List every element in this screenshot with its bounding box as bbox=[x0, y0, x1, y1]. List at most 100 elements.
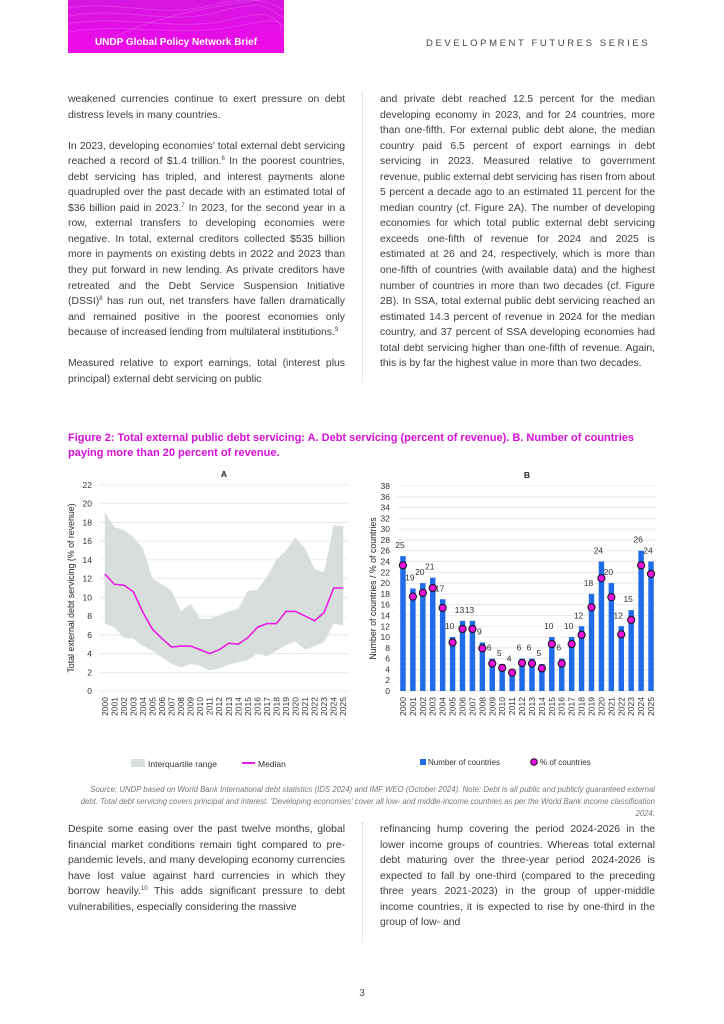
median-line bbox=[104, 573, 344, 655]
data-label: 17 bbox=[435, 583, 445, 593]
bar bbox=[509, 669, 515, 691]
bar bbox=[449, 637, 456, 691]
y-tick-label: 22 bbox=[83, 480, 93, 490]
data-label: 6 bbox=[527, 643, 532, 653]
x-tick-label: 2013 bbox=[224, 697, 234, 716]
percent-point bbox=[527, 659, 537, 668]
y-tick-label: 2 bbox=[87, 667, 92, 677]
x-tick-label: 2023 bbox=[319, 697, 329, 716]
percent-point bbox=[617, 630, 626, 639]
data-label: 9 bbox=[477, 626, 482, 636]
column-divider bbox=[362, 822, 363, 942]
bar bbox=[568, 637, 575, 691]
footnote-ref[interactable]: 9 bbox=[334, 327, 339, 334]
paragraph: Measured relative to export earnings, to… bbox=[68, 358, 345, 385]
x-tick-label: 2009 bbox=[487, 697, 497, 716]
bar bbox=[598, 561, 605, 691]
bar bbox=[519, 658, 525, 691]
legend-label-bars: Number of countries bbox=[428, 758, 500, 767]
x-tick-label: 2000 bbox=[398, 697, 408, 716]
x-tick-label: 2002 bbox=[418, 697, 428, 716]
x-tick-label: 2004 bbox=[138, 697, 148, 716]
data-label: 24 bbox=[643, 546, 653, 556]
footnote-ref[interactable]: 10 bbox=[140, 886, 148, 893]
data-label: 4 bbox=[507, 653, 512, 663]
legend-swatch-bars bbox=[420, 759, 426, 765]
footnote-ref[interactable]: 6 bbox=[221, 156, 225, 163]
percent-point bbox=[637, 561, 646, 570]
y-tick-label: 2 bbox=[385, 675, 390, 685]
text: In the poorest countries, debt servicing… bbox=[68, 156, 345, 214]
bar bbox=[628, 610, 634, 691]
y-tick-label: 0 bbox=[385, 686, 390, 696]
data-label: 10 bbox=[564, 621, 574, 631]
y-tick-label: 30 bbox=[381, 524, 391, 534]
x-tick-label: 2025 bbox=[338, 697, 348, 716]
y-tick-label: 38 bbox=[381, 481, 391, 491]
legend-label-iqr: Interquartile range bbox=[148, 759, 217, 769]
x-tick-label: 2022 bbox=[616, 697, 626, 716]
paragraph: and private debt reached 12.5 percent fo… bbox=[380, 94, 655, 370]
y-tick-label: 4 bbox=[87, 649, 92, 659]
data-label: 20 bbox=[604, 567, 614, 577]
x-tick-label: 2019 bbox=[281, 697, 291, 716]
figure-title: Figure 2: Total external public debt ser… bbox=[68, 432, 634, 459]
text: In 2023, for the second year in a row, e… bbox=[68, 202, 345, 308]
y-tick-label: 18 bbox=[83, 517, 93, 527]
percent-point bbox=[577, 630, 586, 639]
bottom-right-column: refinancing hump covering the period 202… bbox=[380, 822, 655, 946]
bar bbox=[499, 664, 505, 691]
x-tick-label: 2010 bbox=[195, 697, 205, 716]
y-tick-label: 12 bbox=[381, 621, 391, 631]
y-tick-label: 34 bbox=[381, 503, 391, 513]
x-tick-label: 2013 bbox=[527, 697, 537, 716]
percent-point bbox=[646, 569, 656, 579]
bar bbox=[430, 577, 436, 691]
percent-point bbox=[488, 659, 497, 668]
y-tick-label: 26 bbox=[381, 546, 391, 556]
data-label: 18 bbox=[584, 578, 594, 588]
x-tick-label: 2001 bbox=[109, 697, 119, 716]
footnote-ref[interactable]: 7 bbox=[181, 202, 185, 209]
x-tick-label: 2014 bbox=[537, 697, 547, 716]
legend-swatch-percent bbox=[530, 758, 538, 766]
percent-point bbox=[557, 659, 566, 668]
data-label: 13 bbox=[465, 605, 475, 615]
y-tick-label: 14 bbox=[381, 610, 391, 620]
x-tick-label: 2012 bbox=[517, 697, 527, 716]
x-tick-label: 2012 bbox=[214, 697, 224, 716]
paragraph: Despite some easing over the past twelve… bbox=[68, 822, 345, 915]
percent-point bbox=[428, 583, 437, 593]
percent-point bbox=[547, 639, 556, 649]
bar bbox=[578, 626, 585, 691]
bar bbox=[618, 626, 624, 691]
data-label: 10 bbox=[544, 621, 554, 631]
x-tick-label: 2009 bbox=[186, 697, 196, 716]
paragraph: In 2023, developing economies’ total ext… bbox=[68, 139, 345, 341]
percent-point bbox=[478, 644, 487, 653]
x-tick-label: 2003 bbox=[428, 697, 438, 716]
data-label: 5 bbox=[497, 648, 502, 658]
bar bbox=[529, 658, 535, 691]
footnote-ref[interactable]: 8 bbox=[99, 296, 103, 303]
y-tick-label: 0 bbox=[87, 686, 92, 696]
percent-point bbox=[458, 624, 467, 634]
data-label: 12 bbox=[574, 610, 584, 620]
x-tick-label: 2004 bbox=[438, 697, 448, 716]
data-label: 24 bbox=[594, 546, 604, 556]
y-tick-label: 28 bbox=[381, 535, 391, 545]
data-label: 15 bbox=[623, 594, 633, 604]
bar bbox=[439, 599, 446, 691]
x-tick-label: 2021 bbox=[606, 697, 616, 716]
bar bbox=[638, 550, 644, 691]
text: In 2023, developing economies’ total ext… bbox=[68, 140, 345, 168]
bar bbox=[559, 658, 565, 691]
y-tick-label: 6 bbox=[385, 654, 390, 664]
x-tick-label: 2015 bbox=[547, 697, 557, 716]
y-axis-label: Total external debt servicing (% of reve… bbox=[66, 503, 76, 672]
y-tick-label: 10 bbox=[83, 592, 93, 602]
x-tick-label: 2020 bbox=[596, 697, 606, 716]
x-tick-label: 2017 bbox=[567, 697, 577, 716]
y-tick-label: 36 bbox=[381, 492, 391, 502]
